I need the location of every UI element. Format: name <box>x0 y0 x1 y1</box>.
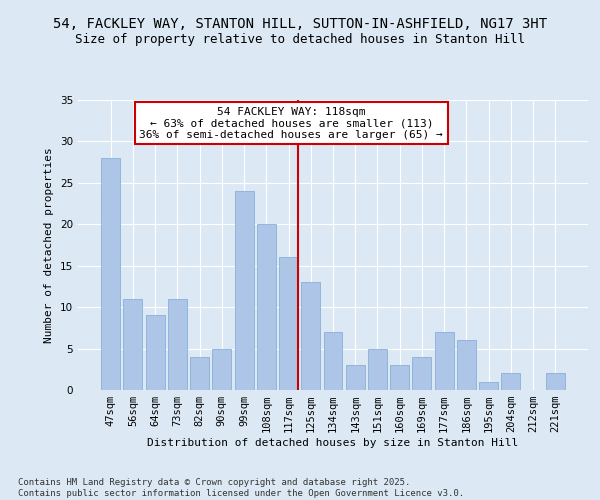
Bar <box>479 382 498 390</box>
Bar <box>212 348 231 390</box>
Bar <box>323 332 343 390</box>
Bar <box>124 299 142 390</box>
Bar <box>412 357 431 390</box>
Bar <box>279 258 298 390</box>
Bar <box>390 365 409 390</box>
X-axis label: Distribution of detached houses by size in Stanton Hill: Distribution of detached houses by size … <box>148 438 518 448</box>
Bar <box>235 191 254 390</box>
Text: Size of property relative to detached houses in Stanton Hill: Size of property relative to detached ho… <box>75 32 525 46</box>
Bar <box>368 348 387 390</box>
Bar <box>546 374 565 390</box>
Bar <box>257 224 276 390</box>
Bar <box>101 158 120 390</box>
Bar <box>301 282 320 390</box>
Bar <box>502 374 520 390</box>
Y-axis label: Number of detached properties: Number of detached properties <box>44 147 55 343</box>
Bar <box>435 332 454 390</box>
Bar <box>190 357 209 390</box>
Bar <box>168 299 187 390</box>
Text: 54, FACKLEY WAY, STANTON HILL, SUTTON-IN-ASHFIELD, NG17 3HT: 54, FACKLEY WAY, STANTON HILL, SUTTON-IN… <box>53 18 547 32</box>
Bar <box>457 340 476 390</box>
Text: 54 FACKLEY WAY: 118sqm
← 63% of detached houses are smaller (113)
36% of semi-de: 54 FACKLEY WAY: 118sqm ← 63% of detached… <box>139 106 443 140</box>
Bar <box>146 316 164 390</box>
Bar <box>346 365 365 390</box>
Text: Contains HM Land Registry data © Crown copyright and database right 2025.
Contai: Contains HM Land Registry data © Crown c… <box>18 478 464 498</box>
